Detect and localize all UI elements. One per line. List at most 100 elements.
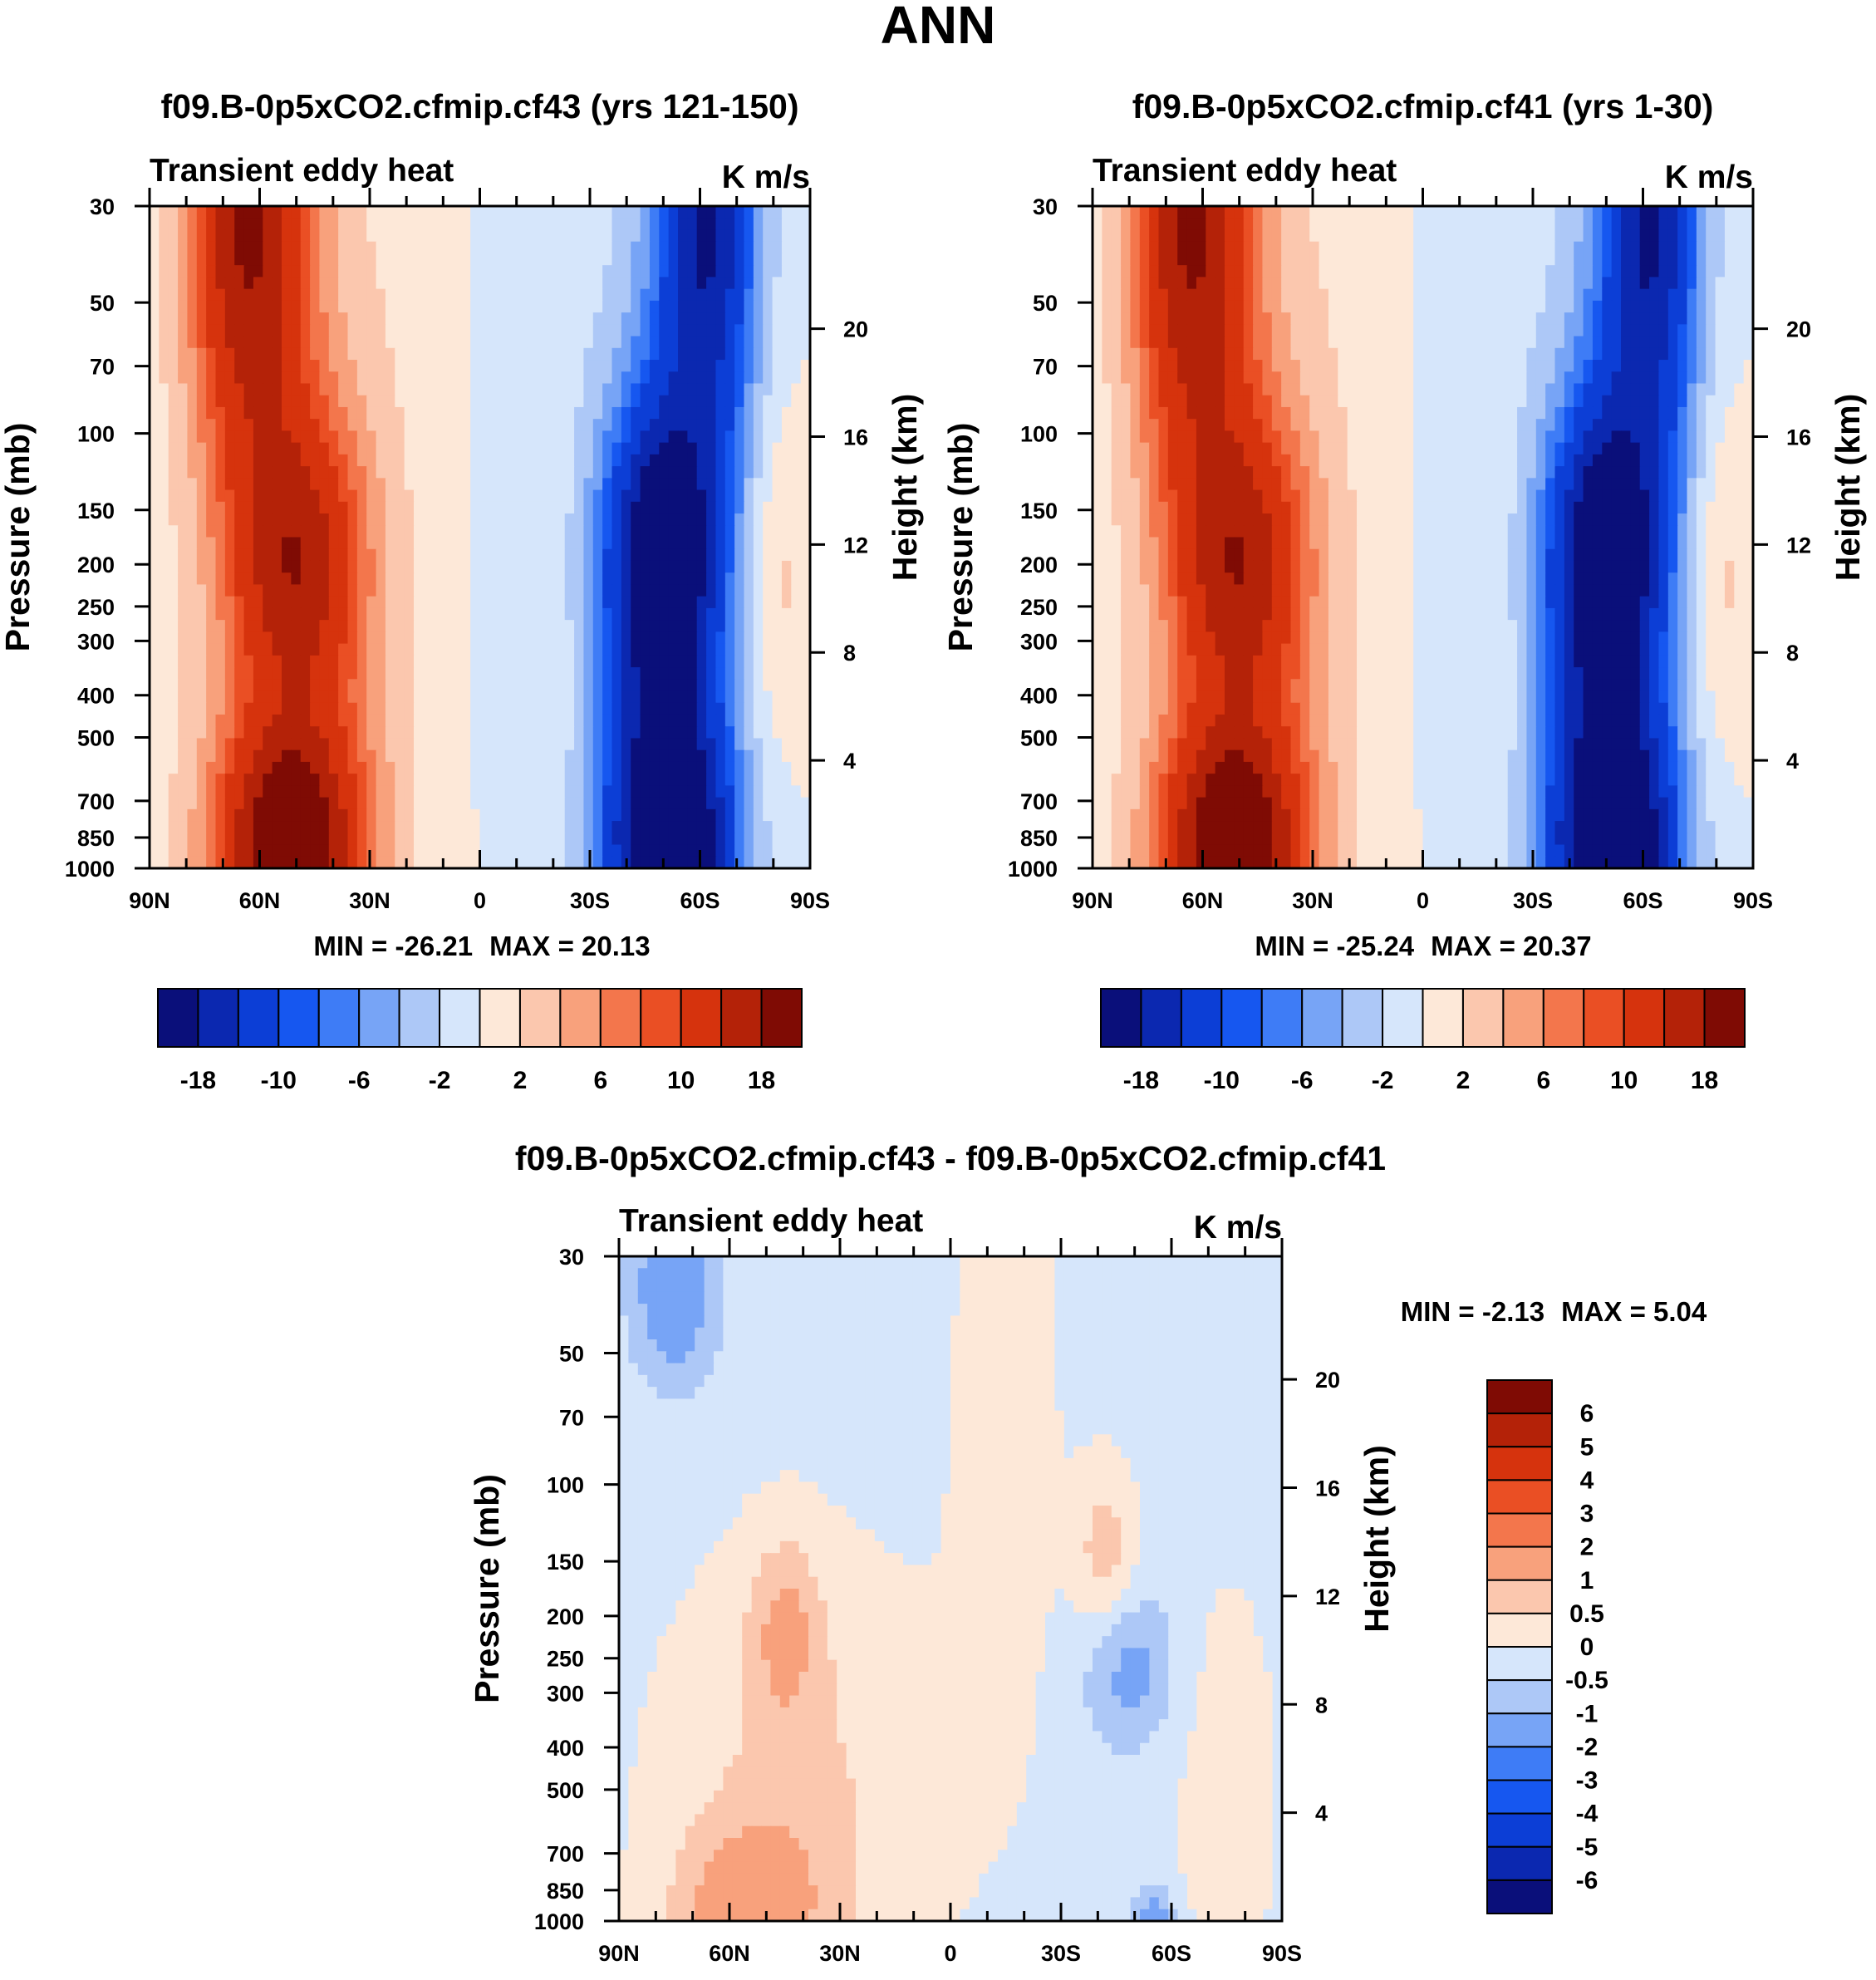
contour-cell xyxy=(536,560,547,573)
contour-cell xyxy=(602,655,613,668)
contour-cell xyxy=(583,655,594,668)
contour-cell xyxy=(800,442,811,455)
contour-cell xyxy=(328,324,339,337)
contour-cell xyxy=(659,371,670,385)
contour-cell xyxy=(470,761,481,774)
contour-cell xyxy=(150,383,160,396)
contour-cell xyxy=(527,406,538,420)
contour-cell xyxy=(1319,218,1329,231)
contour-cell xyxy=(366,761,377,774)
contour-cell xyxy=(356,808,367,822)
contour-cell xyxy=(196,371,207,385)
contour-cell xyxy=(479,548,490,562)
contour-cell xyxy=(611,347,622,361)
contour-cell xyxy=(159,797,169,810)
contour-cell xyxy=(734,667,745,680)
contour-cell xyxy=(1281,300,1292,313)
y-tick-label: 200 xyxy=(77,553,115,577)
contour-cell xyxy=(347,513,358,526)
contour-cell xyxy=(366,844,377,857)
y-tick-label: 850 xyxy=(77,826,115,851)
contour-cell xyxy=(621,844,631,857)
contour-cell xyxy=(253,596,263,609)
contour-cell xyxy=(423,620,434,633)
contour-cell xyxy=(800,607,811,621)
contour-cell xyxy=(460,808,471,822)
contour-cell xyxy=(611,702,622,715)
contour-cell xyxy=(640,749,651,763)
contour-cell xyxy=(715,726,726,739)
contour-cell xyxy=(734,419,745,432)
contour-cell xyxy=(356,324,367,337)
contour-cell xyxy=(1271,229,1282,243)
contour-cell xyxy=(224,631,235,645)
contour-cell xyxy=(555,738,566,751)
contour-cell xyxy=(206,419,217,432)
contour-cell xyxy=(319,690,330,704)
contour-cell xyxy=(763,501,773,514)
contour-cell xyxy=(423,537,434,550)
contour-cell xyxy=(328,572,339,586)
contour-cell xyxy=(734,714,745,727)
contour-cell xyxy=(319,679,330,692)
contour-cell xyxy=(772,572,783,586)
contour-cell xyxy=(319,821,330,833)
contour-cell xyxy=(328,655,339,668)
contour-cell xyxy=(206,406,217,420)
contour-cell xyxy=(1243,241,1254,254)
contour-cell xyxy=(282,690,292,704)
contour-cell xyxy=(1554,241,1565,254)
contour-cell xyxy=(479,785,490,798)
contour-cell xyxy=(574,253,585,266)
contour-cell xyxy=(451,808,462,822)
contour-cell xyxy=(1470,218,1481,231)
contour-cell xyxy=(527,774,538,787)
contour-cell xyxy=(753,419,764,432)
contour-cell xyxy=(1158,277,1169,290)
contour-cell xyxy=(432,726,443,739)
contour-cell xyxy=(649,631,660,645)
contour-cell xyxy=(300,537,311,550)
contour-cell xyxy=(385,466,395,479)
contour-cell xyxy=(611,774,622,787)
contour-cell xyxy=(1290,360,1301,372)
contour-cell xyxy=(1724,347,1735,361)
contour-cell xyxy=(282,833,292,846)
contour-cell xyxy=(319,478,330,491)
contour-cell xyxy=(356,620,367,633)
contour-cell xyxy=(442,631,453,645)
contour-cell xyxy=(224,537,235,550)
contour-cell xyxy=(602,336,613,349)
contour-cell xyxy=(753,513,764,526)
contour-cell xyxy=(243,501,254,514)
contour-cell xyxy=(356,277,367,290)
contour-cell xyxy=(1139,336,1150,349)
contour-cell xyxy=(385,442,395,455)
contour-cell xyxy=(1554,347,1565,361)
contour-cell xyxy=(253,525,263,538)
contour-cell xyxy=(224,844,235,857)
contour-cell xyxy=(291,797,302,810)
contour-cell xyxy=(470,749,481,763)
contour-cell xyxy=(243,395,254,408)
contour-cell xyxy=(791,312,802,326)
contour-cell xyxy=(564,241,575,254)
contour-cell xyxy=(1583,300,1594,313)
contour-cell xyxy=(1139,241,1150,254)
contour-cell xyxy=(763,667,773,680)
contour-cell xyxy=(508,702,518,715)
contour-cell xyxy=(744,419,754,432)
contour-cell xyxy=(800,466,811,479)
contour-cell xyxy=(489,620,499,633)
contour-cell xyxy=(1526,241,1537,254)
contour-cell xyxy=(763,679,773,692)
contour-cell xyxy=(1319,347,1329,361)
contour-cell xyxy=(489,419,499,432)
contour-cell xyxy=(442,821,453,833)
contour-cell xyxy=(1432,347,1442,361)
contour-cell xyxy=(1715,347,1726,361)
contour-cell xyxy=(338,253,349,266)
contour-cell xyxy=(404,679,415,692)
contour-cell xyxy=(602,631,613,645)
contour-cell xyxy=(159,360,169,372)
